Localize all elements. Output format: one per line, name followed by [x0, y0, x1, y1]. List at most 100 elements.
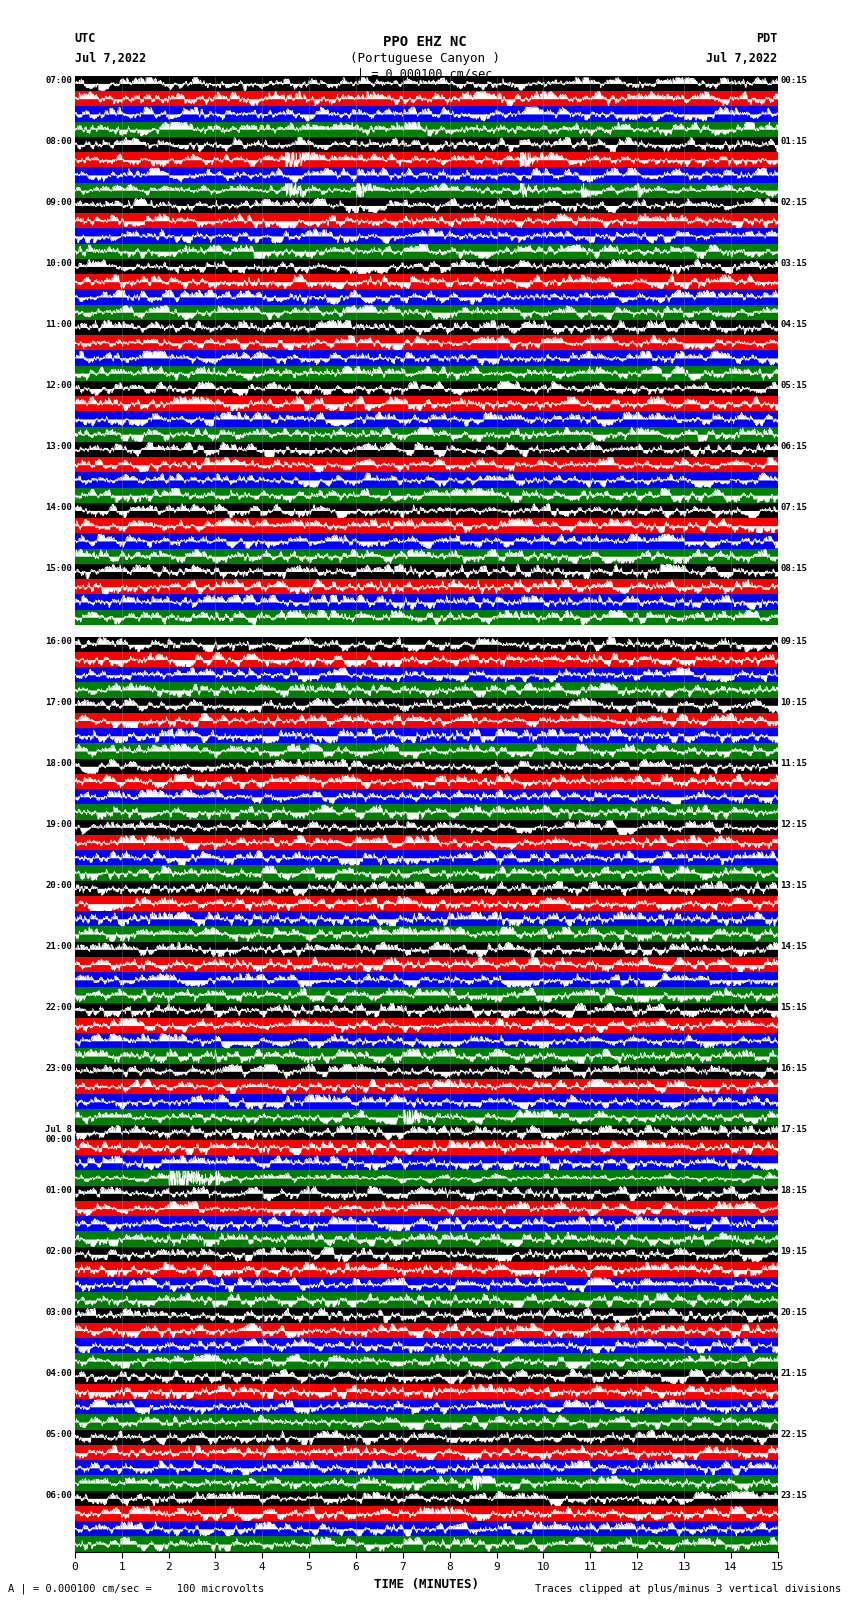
- Text: 04:15: 04:15: [780, 319, 808, 329]
- Text: 00:15: 00:15: [780, 76, 808, 85]
- X-axis label: TIME (MINUTES): TIME (MINUTES): [374, 1578, 479, 1590]
- Bar: [75, 668, 778, 682]
- Bar: [75, 381, 778, 397]
- Bar: [75, 1323, 778, 1339]
- Bar: [75, 289, 778, 305]
- Bar: [75, 1292, 778, 1308]
- Bar: [75, 789, 778, 805]
- Text: 14:15: 14:15: [780, 942, 808, 950]
- Bar: [75, 1186, 778, 1202]
- Text: 14:00: 14:00: [45, 503, 72, 511]
- Text: 09:00: 09:00: [45, 198, 72, 206]
- Bar: [75, 106, 778, 121]
- Text: (Portuguese Canyon ): (Portuguese Canyon ): [350, 52, 500, 65]
- Bar: [75, 1171, 778, 1186]
- Text: 20:15: 20:15: [780, 1308, 808, 1316]
- Text: Jul 7,2022: Jul 7,2022: [706, 52, 778, 65]
- Bar: [75, 411, 778, 426]
- Bar: [75, 610, 778, 624]
- Bar: [75, 442, 778, 456]
- Bar: [75, 76, 778, 90]
- Bar: [75, 819, 778, 836]
- Bar: [75, 682, 778, 698]
- Text: 13:15: 13:15: [780, 881, 808, 890]
- Bar: [75, 487, 778, 503]
- Bar: [75, 198, 778, 213]
- Text: Jul 8
00:00: Jul 8 00:00: [45, 1124, 72, 1144]
- Text: 15:00: 15:00: [45, 565, 72, 573]
- Text: UTC: UTC: [75, 32, 96, 45]
- Bar: [75, 1003, 778, 1018]
- Text: 22:15: 22:15: [780, 1429, 808, 1439]
- Bar: [75, 473, 778, 487]
- Bar: [75, 1339, 778, 1353]
- Text: 10:15: 10:15: [780, 698, 808, 706]
- Bar: [75, 652, 778, 668]
- Bar: [75, 565, 778, 579]
- Text: PPO EHZ NC: PPO EHZ NC: [383, 35, 467, 50]
- Bar: [75, 1398, 778, 1415]
- Text: | = 0.000100 cm/sec: | = 0.000100 cm/sec: [357, 68, 493, 81]
- Text: 16:15: 16:15: [780, 1063, 808, 1073]
- Bar: [75, 881, 778, 895]
- Bar: [75, 426, 778, 442]
- Text: 21:15: 21:15: [780, 1369, 808, 1378]
- Bar: [75, 90, 778, 106]
- Bar: [75, 987, 778, 1003]
- Bar: [75, 121, 778, 137]
- Bar: [75, 942, 778, 957]
- Bar: [75, 503, 778, 518]
- Bar: [75, 698, 778, 713]
- Text: A | = 0.000100 cm/sec =    100 microvolts: A | = 0.000100 cm/sec = 100 microvolts: [8, 1582, 264, 1594]
- Bar: [75, 805, 778, 819]
- Text: PDT: PDT: [756, 32, 778, 45]
- Text: 06:15: 06:15: [780, 442, 808, 450]
- Bar: [75, 229, 778, 244]
- Bar: [75, 397, 778, 411]
- Text: 23:15: 23:15: [780, 1490, 808, 1500]
- Text: 17:15: 17:15: [780, 1124, 808, 1134]
- Bar: [75, 850, 778, 866]
- Bar: [75, 1110, 778, 1124]
- Bar: [75, 1094, 778, 1110]
- Bar: [75, 594, 778, 610]
- Bar: [75, 1490, 778, 1507]
- Bar: [75, 624, 778, 637]
- Bar: [75, 1537, 778, 1552]
- Text: 08:15: 08:15: [780, 565, 808, 573]
- Bar: [75, 911, 778, 926]
- Bar: [75, 336, 778, 350]
- Bar: [75, 1460, 778, 1476]
- Bar: [75, 548, 778, 565]
- Bar: [75, 518, 778, 534]
- Bar: [75, 973, 778, 987]
- Bar: [75, 1445, 778, 1460]
- Text: 23:00: 23:00: [45, 1063, 72, 1073]
- Text: 01:00: 01:00: [45, 1186, 72, 1195]
- Text: 21:00: 21:00: [45, 942, 72, 950]
- Bar: [75, 456, 778, 473]
- Bar: [75, 1202, 778, 1216]
- Text: 17:00: 17:00: [45, 698, 72, 706]
- Bar: [75, 350, 778, 366]
- Text: 05:00: 05:00: [45, 1429, 72, 1439]
- Text: 15:15: 15:15: [780, 1003, 808, 1011]
- Bar: [75, 182, 778, 198]
- Bar: [75, 1034, 778, 1048]
- Text: 18:15: 18:15: [780, 1186, 808, 1195]
- Text: 06:00: 06:00: [45, 1490, 72, 1500]
- Bar: [75, 957, 778, 973]
- Bar: [75, 1048, 778, 1063]
- Bar: [75, 319, 778, 336]
- Text: 04:00: 04:00: [45, 1369, 72, 1378]
- Text: 12:15: 12:15: [780, 819, 808, 829]
- Bar: [75, 152, 778, 168]
- Text: 19:15: 19:15: [780, 1247, 808, 1255]
- Bar: [75, 244, 778, 258]
- Text: 05:15: 05:15: [780, 381, 808, 390]
- Text: 22:00: 22:00: [45, 1003, 72, 1011]
- Text: 20:00: 20:00: [45, 881, 72, 890]
- Bar: [75, 866, 778, 881]
- Bar: [75, 1369, 778, 1384]
- Bar: [75, 1476, 778, 1490]
